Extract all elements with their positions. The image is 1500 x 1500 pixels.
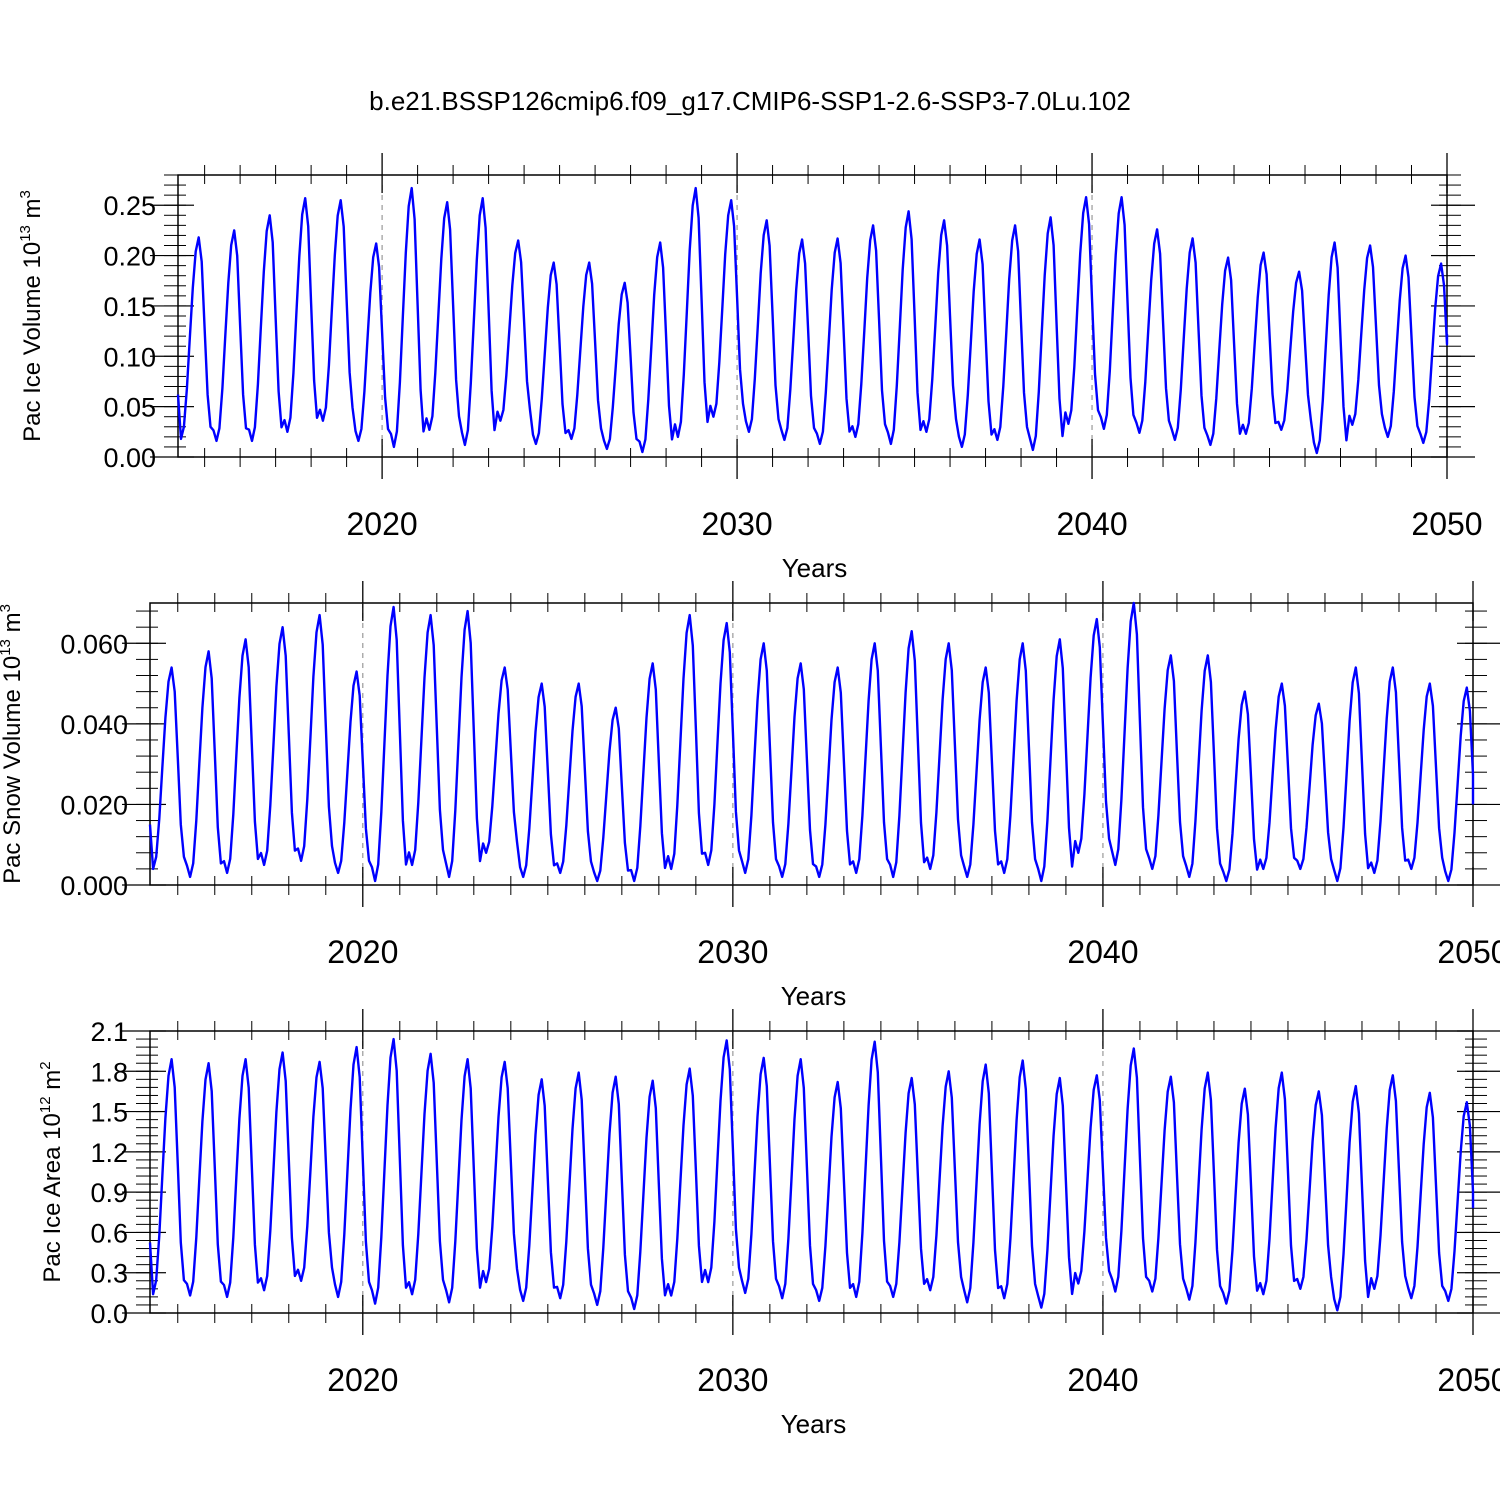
x-tick-label: 2050 (1437, 1362, 1500, 1398)
y-axis-label: Pac Ice Volume 1013 m3 (17, 190, 46, 442)
x-tick-label: 2030 (697, 934, 768, 970)
y-tick-label: 0.000 (60, 871, 128, 901)
series-line (148, 601, 1475, 883)
y-tick-label: 0.060 (60, 629, 128, 659)
plot-frame (149, 602, 1474, 886)
y-tick-label: 0.05 (103, 393, 156, 423)
y-axis-label: Pac Snow Volume 1013 m3 (0, 604, 26, 884)
x-tick-label: 2030 (701, 506, 772, 542)
x-tick-label: 2050 (1411, 506, 1482, 542)
y-tick-label: 0.9 (90, 1178, 128, 1208)
x-tick-label: 2020 (327, 1362, 398, 1398)
x-tick-label: 2020 (347, 506, 418, 542)
y-tick-label: 0.10 (103, 342, 156, 372)
panel-ice-area: 0.0 0.3 0.6 0.9 1.2 1.5 1.8 2.1 2020 2030 2040 2050… (37, 1009, 1500, 1439)
y-tick-label: 0.6 (90, 1218, 128, 1248)
x-tick-label: 2040 (1067, 1362, 1138, 1398)
y-tick-label: 0.15 (103, 292, 156, 322)
panel-ice-volume: 0.00 0.05 0.10 0.15 0.20 0.25 2020 2030 2040 2050… (17, 153, 1483, 583)
y-tick-label: 2.1 (90, 1017, 128, 1047)
y-tick-label: 0.3 (90, 1259, 128, 1289)
y-tick-label: 0.25 (103, 191, 156, 221)
y-tick-label: 0.040 (60, 710, 128, 740)
y-tick-label: 0.00 (103, 443, 156, 473)
y-tick-label: 1.2 (90, 1138, 128, 1168)
x-tick-label: 2040 (1056, 506, 1127, 542)
series-line (148, 1037, 1475, 1312)
y-tick-label: 0.0 (90, 1299, 128, 1329)
x-tick-label: 2020 (327, 934, 398, 970)
x-tick-label: 2050 (1437, 934, 1500, 970)
panel-snow-volume: 0.000 0.020 0.040 0.060 2020 2030 2040 2050 Year… (0, 581, 1500, 1011)
x-tick-label: 2030 (697, 1362, 768, 1398)
y-tick-label: 0.20 (103, 242, 156, 272)
series-line (176, 186, 1449, 455)
x-axis-label: Years (781, 1409, 847, 1439)
y-tick-label: 1.8 (90, 1057, 128, 1087)
chart-title: b.e21.BSSP126cmip6.f09_g17.CMIP6-SSP1-2.… (369, 86, 1131, 116)
x-axis-label: Years (781, 981, 847, 1011)
y-tick-label: 0.020 (60, 790, 128, 820)
y-tick-label: 1.5 (90, 1098, 128, 1128)
x-axis-label: Years (782, 553, 848, 583)
y-axis-label: Pac Ice Area 1012 m2 (37, 1061, 66, 1282)
x-tick-label: 2040 (1067, 934, 1138, 970)
